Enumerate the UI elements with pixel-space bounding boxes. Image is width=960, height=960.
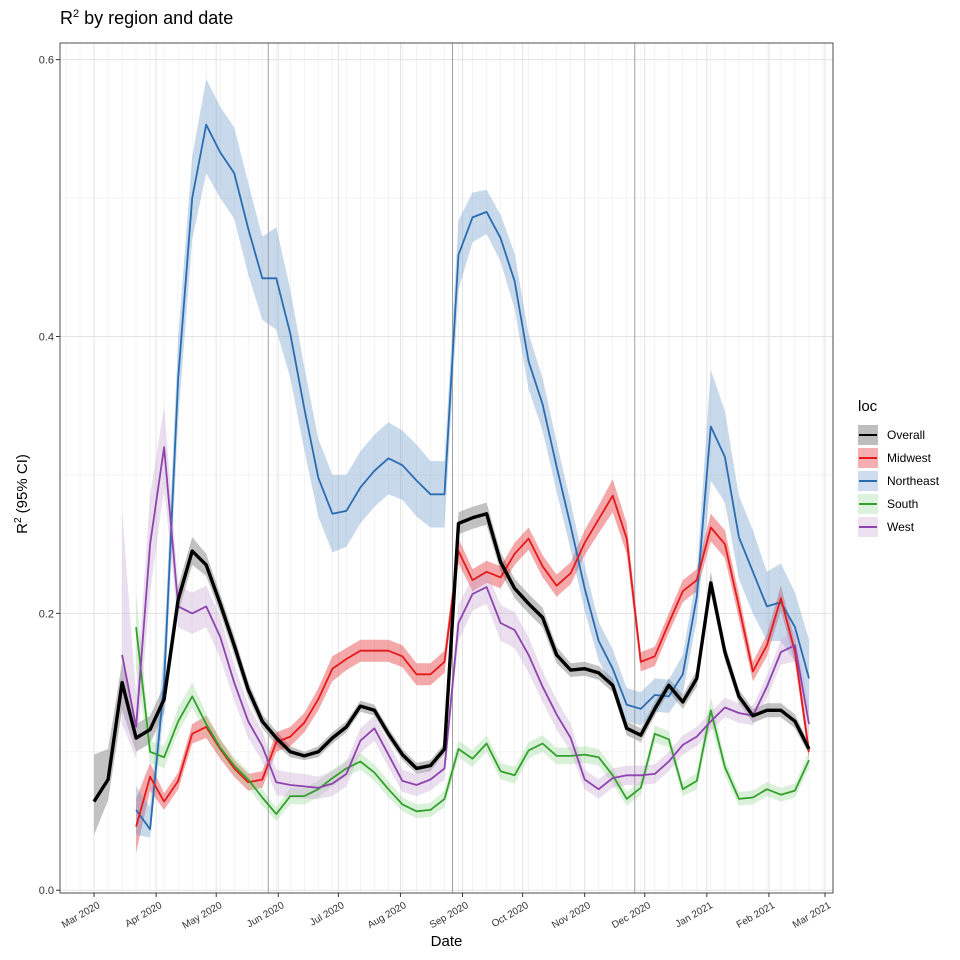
legend-key — [858, 470, 878, 491]
series-line-west — [121, 446, 810, 791]
x-tick-label: Jul 2020 — [308, 900, 347, 929]
series-line-midwest — [135, 494, 810, 827]
y-tick-label: 0.2 — [39, 608, 54, 620]
legend-item-midwest: Midwest — [858, 446, 939, 469]
x-tick-label: Mar 2020 — [60, 900, 102, 931]
legend-key — [858, 493, 878, 514]
legend-key — [858, 424, 878, 445]
legend-item-northeast: Northeast — [858, 469, 939, 492]
legend-item-south: South — [858, 492, 939, 515]
legend-item-west: West — [858, 515, 939, 538]
legend-label: West — [887, 519, 915, 534]
plot-frame — [59, 42, 834, 894]
x-tick-label: Mar 2021 — [791, 900, 833, 931]
x-tick-label: Feb 2021 — [735, 900, 777, 931]
chart-title: R2 by region and date — [60, 8, 234, 28]
x-tick-label: Sep 2020 — [428, 900, 471, 931]
series-line-south — [135, 627, 810, 815]
legend-label: South — [887, 496, 919, 511]
x-axis: Mar 2020 Apr 2020 May 2020 Jun 2020 Jul 2020… — [60, 893, 833, 932]
x-tick-label: Apr 2020 — [123, 900, 164, 930]
y-tick-label: 0.4 — [39, 331, 54, 343]
y-tick-label: 0.6 — [39, 55, 54, 67]
ci-band-west — [122, 405, 810, 799]
legend-label: Overall — [887, 427, 926, 442]
x-tick-label: Jun 2020 — [245, 900, 287, 930]
y-tick-label: 0.0 — [39, 885, 54, 897]
reference-lines — [267, 43, 636, 893]
x-tick-label: Oct 2020 — [490, 900, 531, 930]
x-tick-label: Jan 2021 — [674, 900, 716, 930]
series-line-overall — [92, 512, 811, 803]
x-axis-label: Date — [430, 933, 463, 950]
legend-item-overall: Overall — [858, 423, 939, 446]
y-axis-label: R2 (95% CI) — [13, 454, 31, 534]
series-lines — [92, 123, 811, 831]
series-line-northeast — [135, 123, 810, 831]
legend: loc Overall Midwest Northeast South West — [858, 398, 939, 538]
x-tick-label: Nov 2020 — [550, 900, 593, 931]
legend-label: Midwest — [887, 450, 932, 465]
y-axis: 0.0 0.2 0.4 0.6 — [39, 55, 60, 897]
x-tick-label: Aug 2020 — [366, 900, 409, 931]
x-tick-label: Dec 2020 — [610, 900, 653, 931]
legend-key — [858, 447, 878, 468]
x-tick-label: May 2020 — [181, 900, 225, 932]
ci-band-northeast — [136, 79, 810, 838]
legend-key — [858, 516, 878, 537]
legend-label: Northeast — [887, 473, 940, 488]
plot-border — [59, 42, 834, 894]
legend-title: loc — [858, 398, 878, 415]
